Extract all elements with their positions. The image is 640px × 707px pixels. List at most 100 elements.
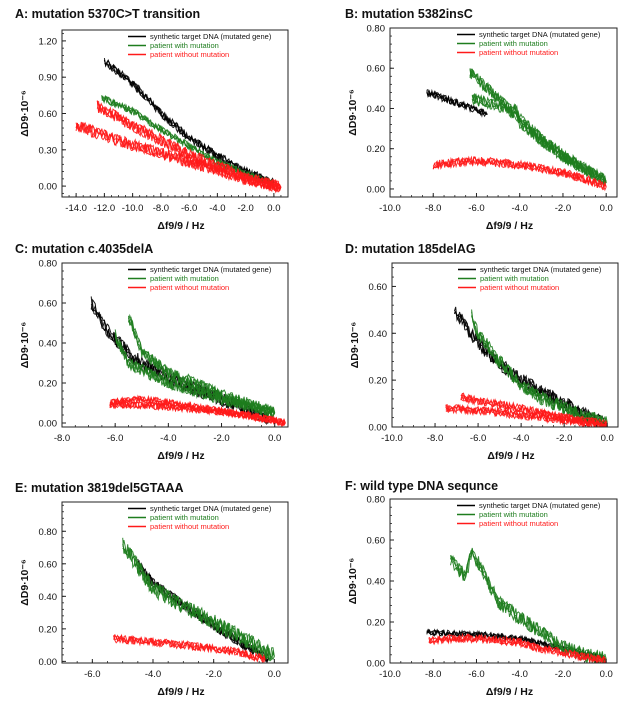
x-tick-label: 0.0: [601, 433, 614, 444]
y-tick-label: 0.20: [39, 379, 58, 390]
plot-frame: [391, 262, 619, 428]
x-tick-label: -6.0: [468, 669, 484, 680]
y-axis-label: ΔD9·10⁻⁶: [19, 559, 31, 606]
series-without: [445, 392, 608, 427]
series-trace: [75, 122, 282, 193]
legend-entry: synthetic target DNA (mutated gene): [150, 32, 272, 41]
x-tick-label: -6.0: [84, 669, 100, 680]
y-tick-label: 0.80: [39, 527, 58, 538]
legend-entry: synthetic target DNA (mutated gene): [479, 501, 601, 510]
x-axis-label: Δf9/9 / Hz: [487, 450, 534, 462]
x-tick-label: -2.0: [237, 203, 253, 214]
plot-area: [113, 537, 275, 663]
series-trace: [471, 315, 608, 425]
y-tick-label: 0.40: [39, 592, 58, 603]
x-tick-label: -4.0: [512, 203, 528, 214]
series-with: [122, 537, 275, 662]
y-axis-label: ΔD9·10⁻⁶: [347, 89, 359, 136]
x-tick-label: -2.0: [205, 669, 221, 680]
series-without: [428, 632, 607, 663]
y-tick-label: 0.20: [367, 618, 386, 629]
legend: synthetic target DNA (mutated gene)patie…: [128, 32, 272, 59]
series-trace: [426, 89, 488, 116]
series-without: [113, 633, 266, 663]
x-tick-label: -10.0: [379, 669, 401, 680]
plot-area: [445, 306, 608, 427]
y-tick-label: 0.80: [39, 259, 58, 270]
legend-entry: patient without mutation: [480, 283, 559, 292]
y-tick-label: 0.60: [39, 559, 58, 570]
y-tick-label: 0.40: [369, 329, 388, 340]
panel-b: B: mutation 5382insC 0.00 0.20 0.40 0.60 0.80…: [345, 7, 618, 232]
x-axis-label: Δf9/9 / Hz: [157, 220, 204, 232]
series-with: [469, 68, 607, 188]
x-tick-label: 0.0: [268, 433, 281, 444]
y-tick-label: 0.20: [367, 144, 386, 155]
legend-entry: patient without mutation: [479, 48, 558, 57]
x-tick-label: -4.0: [209, 203, 225, 214]
x-tick-label: -4.0: [145, 669, 161, 680]
series-trace: [113, 635, 266, 663]
x-tick-label: -4.0: [512, 669, 528, 680]
x-tick-label: -2.0: [556, 433, 572, 444]
panel-f: F: wild type DNA sequnce 0.00 0.20 0.40 0.60…: [345, 479, 618, 698]
series-trace: [122, 547, 275, 662]
panel-a: A: mutation 5370C>T transition 0.00 0.30 0.…: [15, 7, 289, 232]
legend-entry: patient without mutation: [479, 519, 558, 528]
x-axis-label: Δf9/9 / Hz: [486, 220, 533, 232]
x-tick-label: -4.0: [513, 433, 529, 444]
x-tick-label: 0.0: [600, 669, 613, 680]
x-tick-label: -4.0: [160, 433, 176, 444]
series-trace: [471, 94, 607, 184]
x-tick-label: -8.0: [425, 669, 441, 680]
series-trace: [433, 156, 607, 192]
x-tick-label: -14.0: [65, 203, 87, 214]
legend-entry: synthetic target DNA (mutated gene): [479, 30, 601, 39]
y-tick-label: 0.60: [367, 536, 386, 547]
series-trace: [128, 316, 276, 416]
legend-entry: patient with mutation: [480, 274, 549, 283]
legend: synthetic target DNA (mutated gene)patie…: [128, 504, 272, 531]
plot-area: [90, 296, 286, 427]
series-trace: [450, 548, 607, 663]
x-tick-label: -6.0: [181, 203, 197, 214]
y-tick-label: 0.60: [39, 109, 58, 120]
series-trace: [428, 633, 607, 663]
legend: synthetic target DNA (mutated gene)patie…: [458, 265, 602, 292]
x-tick-label: 0.0: [268, 669, 281, 680]
series-without: [109, 394, 286, 427]
plot-frame: [61, 501, 289, 664]
y-tick-label: 0.80: [367, 495, 386, 506]
y-axis-label: ΔD9·10⁻⁶: [347, 558, 359, 605]
y-tick-label: 0.00: [367, 659, 386, 670]
panel-e: E: mutation 3819del5GTAAA 0.00 0.20 0.40 0.6…: [15, 481, 289, 698]
legend: synthetic target DNA (mutated gene) patie…: [457, 501, 601, 528]
x-tick-label: -8.0: [153, 203, 169, 214]
series-trace: [445, 403, 608, 427]
series-with: [114, 313, 276, 420]
series-trace: [109, 401, 286, 425]
panel-title: D: mutation 185delAG: [345, 242, 476, 256]
y-tick-label: 0.00: [39, 419, 58, 430]
panel-title: E: mutation 3819del5GTAAA: [15, 481, 184, 495]
series-trace: [450, 551, 607, 663]
legend-entry: patient without mutation: [150, 522, 229, 531]
x-tick-label: -6.0: [468, 203, 484, 214]
y-tick-label: 0.90: [39, 73, 58, 84]
plot-area: [426, 68, 607, 192]
x-axis-label: Δf9/9 / Hz: [157, 450, 204, 462]
legend-entry: patient without mutation: [150, 50, 229, 59]
panel-c: C: mutation c.4035delA 0.00 0.20 0.40 0.60 0.…: [15, 242, 289, 462]
panel-title: C: mutation c.4035delA: [15, 242, 153, 256]
legend-entry: patient with mutation: [479, 39, 548, 48]
y-tick-label: 0.60: [39, 299, 58, 310]
legend-entry: patient with mutation: [150, 41, 219, 50]
plot-area: [426, 547, 607, 663]
plot-frame: [61, 262, 289, 428]
x-tick-label: -8.0: [425, 203, 441, 214]
series-trace: [460, 393, 608, 427]
series-trace: [471, 309, 608, 427]
series-trace: [109, 395, 286, 426]
series-trace: [128, 315, 276, 419]
